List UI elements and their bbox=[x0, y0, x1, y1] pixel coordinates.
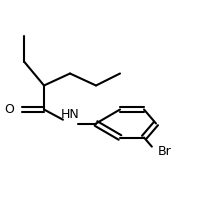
Text: Br: Br bbox=[158, 145, 172, 158]
Text: O: O bbox=[4, 103, 14, 116]
Text: HN: HN bbox=[61, 108, 79, 122]
